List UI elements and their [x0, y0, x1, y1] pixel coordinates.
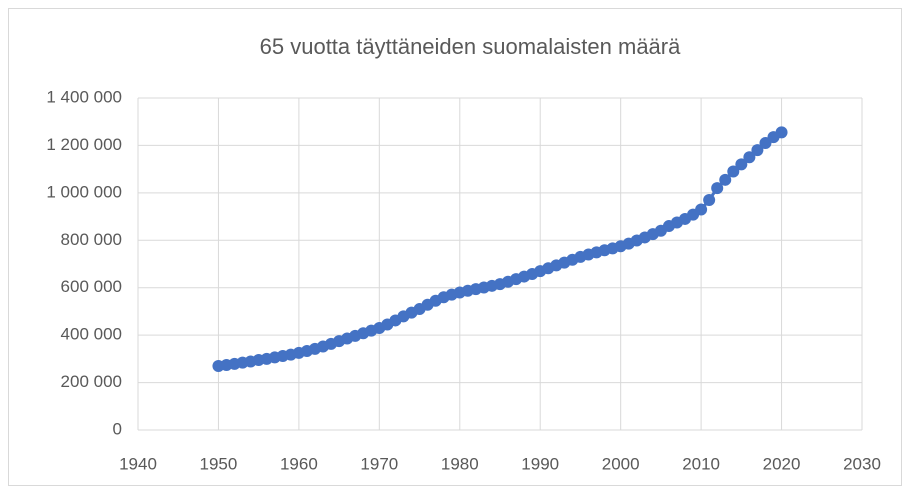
y-tick-label: 400 000	[61, 325, 122, 344]
x-tick-label: 1970	[360, 454, 398, 473]
data-point	[719, 173, 732, 186]
data-point	[775, 126, 788, 139]
x-tick-label: 2030	[843, 454, 881, 473]
x-tick-label: 2000	[602, 454, 640, 473]
y-tick-label: 1 400 000	[46, 87, 122, 106]
chart-title: 65 vuotta täyttäneiden suomalaisten määr…	[260, 34, 681, 59]
x-tick-label: 2020	[763, 454, 801, 473]
data-point	[751, 144, 764, 157]
y-tick-label: 1 000 000	[46, 182, 122, 201]
x-tick-label: 1940	[119, 454, 157, 473]
chart-border	[8, 8, 902, 486]
y-tick-label: 1 200 000	[46, 135, 122, 154]
x-tick-label: 2010	[682, 454, 720, 473]
data-point	[735, 158, 748, 171]
x-tick-label: 1980	[441, 454, 479, 473]
y-tick-label: 600 000	[61, 277, 122, 296]
data-point	[703, 193, 716, 206]
data-point	[727, 165, 740, 178]
data-point	[711, 182, 724, 195]
y-tick-label: 800 000	[61, 230, 122, 249]
y-tick-label: 0	[113, 419, 122, 438]
data-point	[743, 151, 756, 164]
x-tick-label: 1960	[280, 454, 318, 473]
x-tick-label: 1990	[521, 454, 559, 473]
data-point	[695, 203, 708, 216]
y-tick-label: 200 000	[61, 372, 122, 391]
x-tick-label: 1950	[200, 454, 238, 473]
